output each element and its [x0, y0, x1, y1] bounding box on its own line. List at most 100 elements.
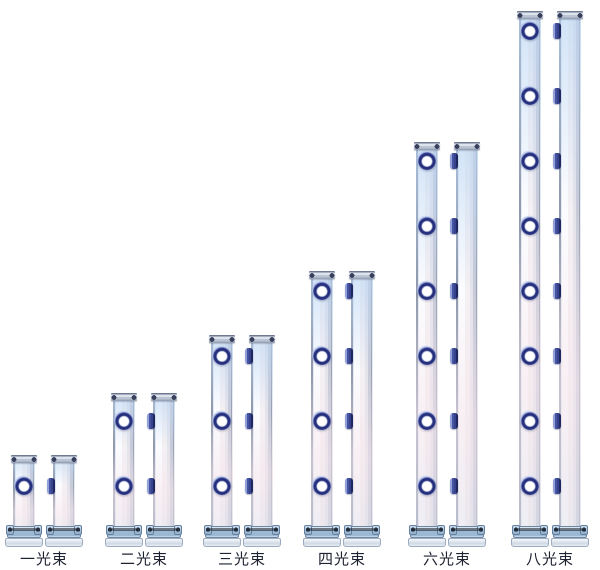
beam-lens [418, 217, 436, 235]
beam-count-label: 四光束 [317, 550, 366, 568]
tower-cap [111, 393, 137, 401]
beam-side-tab [245, 348, 253, 364]
mounting-base [551, 525, 589, 547]
mounting-bracket [304, 525, 340, 538]
beam-lens [115, 412, 133, 430]
beam-lens [313, 282, 331, 300]
beam-side-tab [450, 348, 458, 364]
beam-lens [213, 412, 231, 430]
beam-side-tab [553, 478, 561, 494]
receiver-tower [245, 335, 275, 535]
mounting-bracket [552, 525, 588, 538]
bracket-ear [174, 525, 182, 535]
beam-count-label: 六光束 [422, 550, 471, 568]
mounting-base [5, 525, 43, 547]
beam-side-tab [245, 413, 253, 429]
beam-side-tab [450, 478, 458, 494]
beam-lens [521, 282, 539, 300]
mounting-base [243, 525, 281, 547]
receiver-tower [450, 142, 480, 535]
mounting-base [203, 525, 241, 547]
mounting-base [303, 525, 341, 547]
base-plate [408, 538, 446, 547]
bracket-ear [46, 525, 54, 535]
base-plate [448, 538, 486, 547]
beam-side-tab [553, 348, 561, 364]
bracket-ear [344, 525, 352, 535]
beam-lens [521, 347, 539, 365]
product-variant-6-beam: 六光束 [408, 0, 486, 570]
beam-side-tab [345, 478, 353, 494]
bracket-ear [409, 525, 417, 535]
mounting-bracket [344, 525, 380, 538]
emitter-tower [111, 393, 137, 535]
beam-side-tab [47, 478, 55, 494]
beam-side-tab [553, 88, 561, 104]
mounting-base [145, 525, 183, 547]
bracket-ear [106, 525, 114, 535]
base-plate [511, 538, 549, 547]
tower-cap [51, 455, 77, 463]
base-plate [5, 538, 43, 547]
beam-side-tab [345, 413, 353, 429]
beam-count-label: 二光束 [119, 550, 168, 568]
beam-side-tab [450, 283, 458, 299]
mounting-bracket [244, 525, 280, 538]
bracket-ear [74, 525, 82, 535]
bracket-ear [244, 525, 252, 535]
bracket-ear [146, 525, 154, 535]
mounting-base [343, 525, 381, 547]
beam-lens [313, 477, 331, 495]
product-variant-3-beam: 三光束 [203, 0, 281, 570]
beam-lens [521, 477, 539, 495]
mounting-bracket [6, 525, 42, 538]
beam-lens [418, 282, 436, 300]
tower-cap [454, 142, 480, 150]
base-plate [45, 538, 83, 547]
beam-lens [418, 152, 436, 170]
mounting-bracket [146, 525, 182, 538]
beam-lens [418, 412, 436, 430]
bracket-ear [6, 525, 14, 535]
beam-lens [521, 412, 539, 430]
tower-cap [349, 271, 375, 279]
bracket-ear [477, 525, 485, 535]
emitter-tower [517, 11, 543, 535]
receiver-tower [147, 393, 177, 535]
mounting-base [45, 525, 83, 547]
emitter-tower [309, 271, 335, 535]
beam-count-label: 八光束 [525, 550, 574, 568]
mounting-base [511, 525, 549, 547]
mounting-bracket [409, 525, 445, 538]
base-plate [145, 538, 183, 547]
mounting-bracket [204, 525, 240, 538]
base-plate [203, 538, 241, 547]
beam-side-tab [450, 413, 458, 429]
tower-cap [249, 335, 275, 343]
bracket-ear [580, 525, 588, 535]
beam-lens [213, 477, 231, 495]
beam-side-tab [553, 153, 561, 169]
product-variant-8-beam: 八光束 [511, 0, 589, 570]
receiver-tower [553, 11, 583, 535]
tower-cap [11, 455, 37, 463]
beam-side-tab [345, 348, 353, 364]
mounting-bracket [449, 525, 485, 538]
tower-cap [309, 271, 335, 279]
base-plate [343, 538, 381, 547]
product-variant-4-beam: 四光束 [303, 0, 381, 570]
beam-side-tab [147, 478, 155, 494]
bracket-ear [304, 525, 312, 535]
bracket-ear [204, 525, 212, 535]
beam-lens [213, 347, 231, 365]
beam-side-tab [553, 283, 561, 299]
beam-side-tab [553, 413, 561, 429]
mounting-base [448, 525, 486, 547]
tower-cap [517, 11, 543, 19]
bracket-ear [134, 525, 142, 535]
beam-count-label: 一光束 [19, 550, 68, 568]
bracket-ear [512, 525, 520, 535]
mounting-bracket [106, 525, 142, 538]
beam-side-tab [147, 413, 155, 429]
